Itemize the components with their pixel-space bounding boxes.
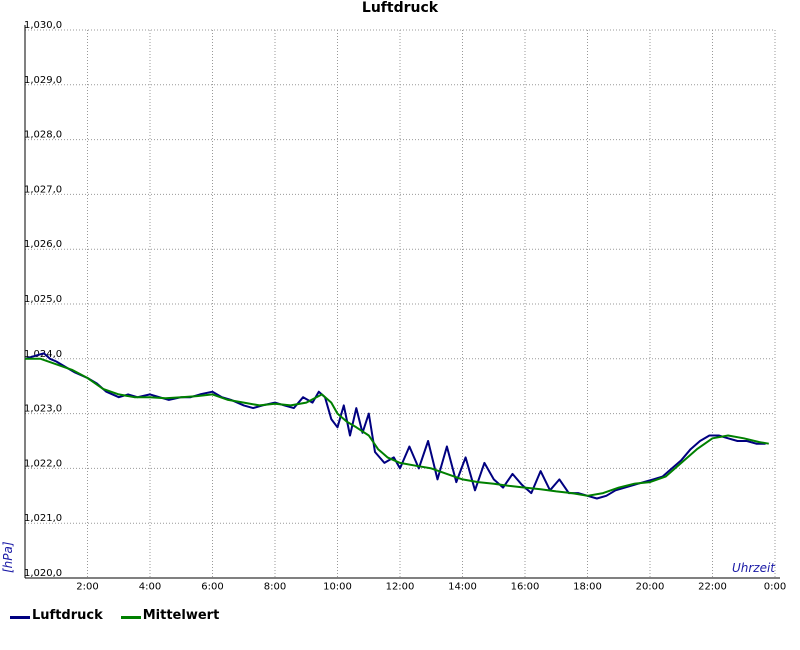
x-tick-label: 6:00	[201, 581, 223, 592]
x-tick-label: 8:00	[264, 581, 286, 592]
x-tick-label: 10:00	[323, 581, 352, 592]
x-axis-label: Uhrzeit	[732, 561, 776, 575]
y-tick-label: 1,030,0	[24, 20, 62, 31]
x-tick-label: 0:00	[764, 581, 786, 592]
y-tick-label: 1,023,0	[24, 404, 62, 415]
y-tick-label: 1,026,0	[24, 239, 62, 250]
y-axis-label: [hPa]	[1, 541, 15, 573]
y-tick-label: 1,028,0	[24, 130, 62, 141]
x-tick-label: 22:00	[698, 581, 727, 592]
x-tick-label: 12:00	[386, 581, 415, 592]
series-line-luftdruck	[24, 352, 766, 500]
y-tick-label: 1,025,0	[24, 294, 62, 305]
x-tick-label: 20:00	[636, 581, 665, 592]
x-tick-label: 2:00	[76, 581, 98, 592]
chart-title: Luftdruck	[361, 0, 439, 16]
legend-item-mittelwert: Mittelwert	[120, 608, 220, 623]
y-tick-label: 1,021,0	[24, 513, 62, 524]
legend-item-luftdruck: Luftdruck	[10, 608, 103, 623]
y-tick-label: 1,027,0	[24, 184, 62, 195]
legend-swatch-mittelwert	[120, 616, 141, 619]
legend-label-mittelwert: Mittelwert	[142, 608, 220, 623]
legend: Luftdruck Mittelwert	[10, 608, 219, 623]
y-tick-label: 1,029,0	[24, 75, 62, 86]
series-line-mittelwert	[25, 357, 769, 497]
x-tick-label: 4:00	[139, 581, 161, 592]
x-tick-label: 14:00	[448, 581, 477, 592]
legend-swatch-luftdruck	[10, 616, 30, 619]
legend-label-luftdruck: Luftdruck	[32, 608, 103, 623]
x-tick-label: 18:00	[573, 581, 602, 592]
y-tick-label: 1,022,0	[24, 458, 62, 469]
x-tick-label: 16:00	[511, 581, 540, 592]
y-tick-label: 1,020,0	[24, 568, 62, 579]
